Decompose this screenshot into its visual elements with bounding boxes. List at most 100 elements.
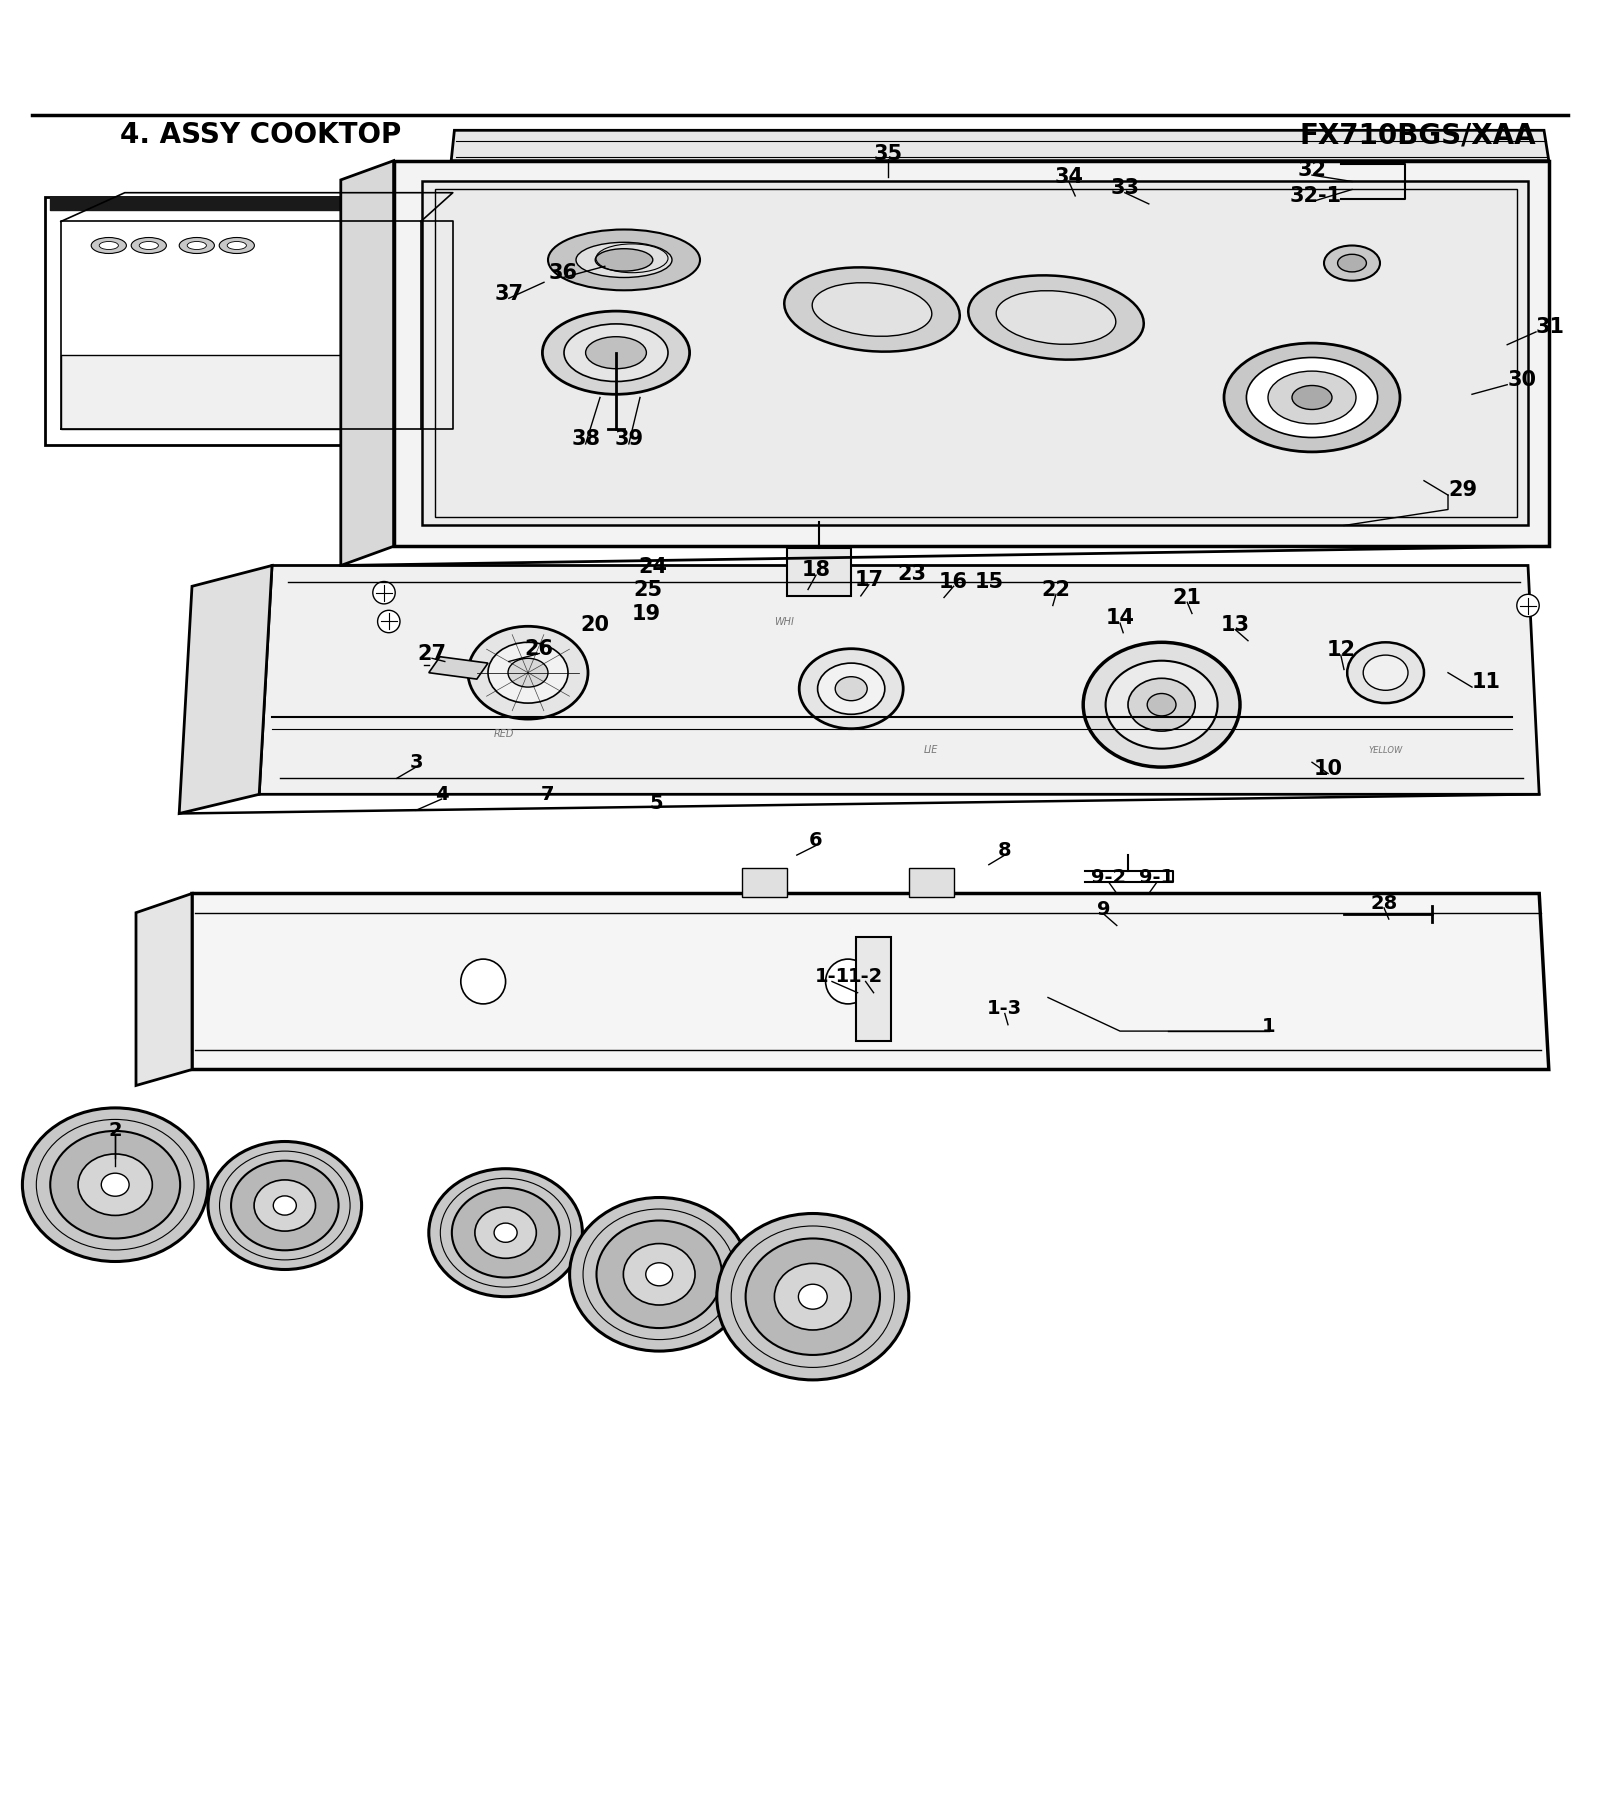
- Text: RED: RED: [494, 729, 514, 739]
- Ellipse shape: [227, 242, 246, 249]
- Polygon shape: [422, 182, 1528, 526]
- Ellipse shape: [179, 238, 214, 253]
- Polygon shape: [394, 160, 1549, 546]
- Ellipse shape: [746, 1239, 880, 1355]
- Bar: [856, 937, 891, 1040]
- Circle shape: [826, 959, 870, 1004]
- Text: 4: 4: [435, 784, 448, 804]
- Text: 29: 29: [1448, 480, 1477, 500]
- Ellipse shape: [509, 658, 547, 688]
- Polygon shape: [341, 160, 394, 566]
- Ellipse shape: [1325, 246, 1379, 280]
- Ellipse shape: [274, 1195, 296, 1215]
- Ellipse shape: [586, 337, 646, 369]
- Circle shape: [461, 959, 506, 1004]
- Ellipse shape: [563, 324, 669, 382]
- Ellipse shape: [1083, 642, 1240, 768]
- Text: 27: 27: [418, 644, 446, 664]
- Text: 19: 19: [632, 604, 661, 624]
- Text: 2: 2: [109, 1121, 122, 1141]
- Ellipse shape: [1338, 255, 1366, 271]
- Ellipse shape: [717, 1213, 909, 1381]
- Text: 11: 11: [1472, 673, 1501, 693]
- Text: 22: 22: [1042, 580, 1070, 600]
- Text: 34: 34: [1054, 167, 1083, 187]
- Ellipse shape: [22, 1108, 208, 1262]
- Ellipse shape: [547, 229, 701, 291]
- Ellipse shape: [800, 649, 902, 729]
- Text: 10: 10: [1314, 759, 1342, 779]
- Ellipse shape: [254, 1181, 315, 1231]
- Ellipse shape: [1246, 358, 1378, 438]
- Text: 23: 23: [898, 564, 926, 584]
- Ellipse shape: [99, 242, 118, 249]
- Ellipse shape: [1347, 642, 1424, 704]
- Text: 21: 21: [1173, 588, 1202, 608]
- Ellipse shape: [475, 1208, 536, 1259]
- Text: 39: 39: [614, 429, 643, 449]
- Text: 8: 8: [998, 840, 1011, 860]
- Text: LIE: LIE: [925, 744, 938, 755]
- Text: 9-1: 9-1: [1139, 868, 1174, 888]
- Ellipse shape: [646, 1262, 672, 1286]
- Text: 9-2: 9-2: [1091, 868, 1126, 888]
- Text: 20: 20: [581, 615, 610, 635]
- Ellipse shape: [101, 1173, 130, 1197]
- Text: 18: 18: [802, 560, 830, 580]
- Text: 1-2: 1-2: [848, 968, 883, 986]
- Ellipse shape: [1128, 678, 1195, 731]
- Ellipse shape: [542, 311, 690, 395]
- Text: 16: 16: [939, 571, 968, 591]
- Ellipse shape: [1267, 371, 1357, 424]
- Ellipse shape: [488, 642, 568, 704]
- Text: YELLOW: YELLOW: [1368, 746, 1403, 755]
- Text: 6: 6: [810, 831, 822, 849]
- Polygon shape: [259, 566, 1539, 795]
- Ellipse shape: [1293, 386, 1331, 409]
- Text: 31: 31: [1536, 317, 1565, 337]
- Ellipse shape: [968, 275, 1144, 360]
- Bar: [61, 355, 421, 429]
- Ellipse shape: [78, 1153, 152, 1215]
- Ellipse shape: [429, 1168, 582, 1297]
- Ellipse shape: [798, 1284, 827, 1310]
- Text: 9: 9: [1098, 900, 1110, 919]
- Text: 4. ASSY COOKTOP: 4. ASSY COOKTOP: [120, 122, 402, 149]
- Text: 13: 13: [1221, 615, 1250, 635]
- Text: 26: 26: [525, 638, 554, 658]
- Polygon shape: [136, 893, 192, 1086]
- Bar: [909, 868, 954, 897]
- Ellipse shape: [595, 249, 653, 271]
- Text: 14: 14: [1106, 608, 1134, 628]
- Text: 32-1: 32-1: [1290, 186, 1341, 206]
- Ellipse shape: [1106, 660, 1218, 749]
- Ellipse shape: [131, 238, 166, 253]
- Ellipse shape: [320, 371, 346, 391]
- Text: 7: 7: [541, 784, 554, 804]
- Polygon shape: [429, 657, 488, 678]
- Text: 25: 25: [634, 580, 662, 600]
- Text: 30: 30: [1507, 369, 1536, 389]
- Ellipse shape: [451, 1188, 560, 1277]
- Ellipse shape: [264, 371, 290, 391]
- Text: 38: 38: [571, 429, 600, 449]
- Circle shape: [378, 611, 400, 633]
- Ellipse shape: [1224, 344, 1400, 451]
- Ellipse shape: [208, 1142, 362, 1270]
- Text: 1: 1: [1262, 1017, 1275, 1035]
- Circle shape: [1517, 595, 1539, 617]
- Polygon shape: [451, 131, 1549, 160]
- Text: FX710BGS/XAA: FX710BGS/XAA: [1299, 122, 1536, 149]
- Ellipse shape: [570, 1197, 749, 1352]
- Text: 15: 15: [974, 571, 1003, 591]
- Text: 24: 24: [638, 557, 667, 577]
- Ellipse shape: [813, 282, 931, 337]
- Ellipse shape: [774, 1264, 851, 1330]
- Ellipse shape: [835, 677, 867, 700]
- Bar: [787, 548, 851, 597]
- Text: 3: 3: [410, 753, 422, 771]
- Polygon shape: [179, 566, 272, 813]
- Text: 1-1: 1-1: [814, 968, 850, 986]
- Ellipse shape: [230, 1161, 339, 1250]
- Text: 5: 5: [650, 795, 662, 813]
